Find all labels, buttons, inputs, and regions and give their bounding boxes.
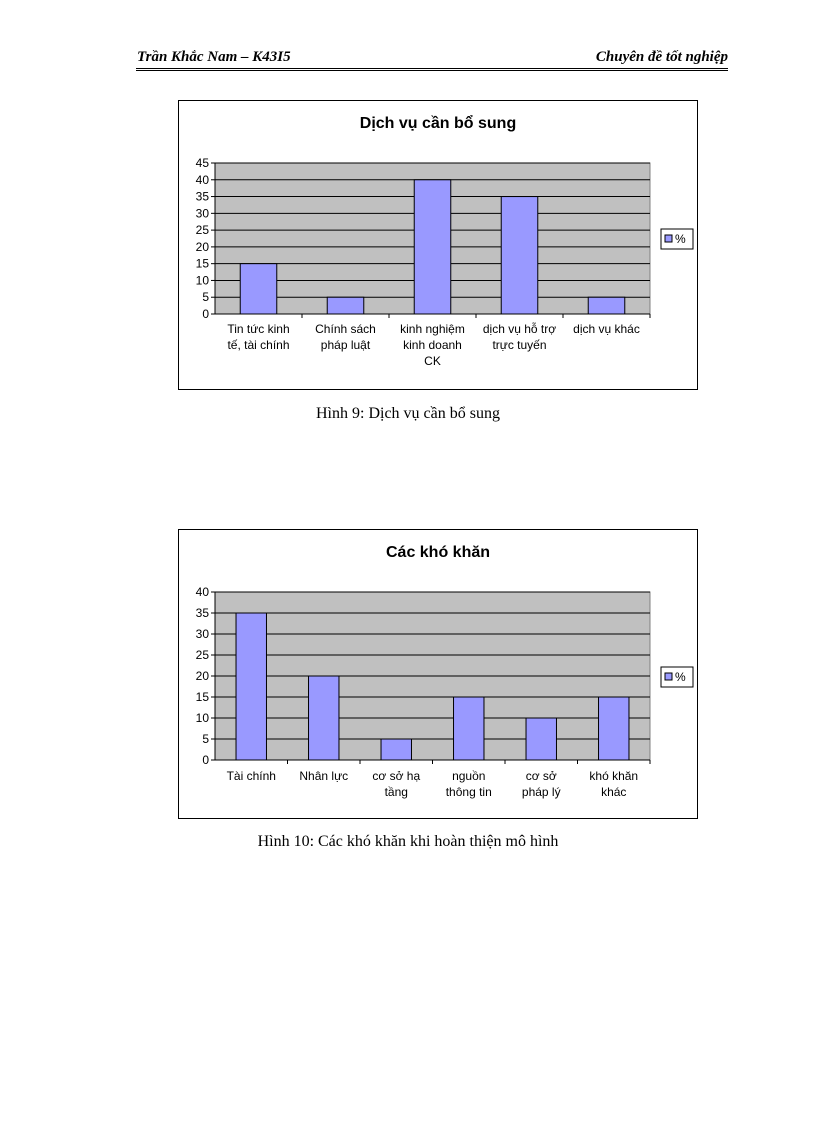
header-author: Trần Khắc Nam – K43I5 [137, 49, 291, 65]
chart-services-needed: Dịch vụ cần bổ sung 0 5 10 15 20 25 30 35 40 45 Tin… [178, 100, 698, 390]
chart0-bar-1 [326, 296, 365, 315]
chart1-legend-label: % [675, 670, 686, 684]
chart0-category-label-3: dịch vụ hỗ trợ trực tuyến [483, 321, 556, 352]
chart1-y-tick-label: 40 [196, 585, 210, 599]
chart0-title: Dịch vụ cần bổ sung [360, 114, 516, 132]
chart1-category-label-5: khó khăn khác [589, 769, 638, 799]
chart0-legend-swatch [664, 234, 673, 243]
chart1-category-label-3: nguồn thông tin [446, 769, 492, 799]
chart0-y-tick-label: 10 [196, 273, 210, 287]
chart0-y-tick-label: 0 [202, 307, 209, 321]
chart1-category-label-4: cơ sở pháp lý [522, 769, 561, 799]
caption-figure-10: Hình 10: Các khó khăn khi hoàn thiện mô … [257, 833, 559, 850]
chart0-bar-0 [239, 263, 278, 315]
chart0-y-tick-label: 25 [196, 223, 210, 237]
chart0-legend-label: % [675, 232, 686, 246]
chart1-category-label-2: cơ sở hạ tầng [372, 769, 420, 799]
chart1-bar-5 [598, 696, 630, 761]
chart0-bar-4 [587, 296, 626, 315]
chart-difficulties: Các khó khăn 0 5 10 15 20 25 30 35 40 Tài chính Nhâ… [178, 529, 698, 819]
chart0-legend: % [660, 228, 694, 250]
chart0-y-tick-label: 15 [196, 257, 210, 271]
chart1-y-tick-label: 30 [196, 627, 210, 641]
chart1-legend-swatch [664, 672, 673, 681]
chart1-title: Các khó khăn [386, 544, 490, 561]
chart-difficulties-svg: Các khó khăn 0 5 10 15 20 25 30 35 40 Tài chính Nhâ… [196, 544, 694, 799]
chart1-category-label-0: Tài chính [227, 769, 276, 783]
chart0-y-tick-label: 45 [196, 156, 210, 170]
chart0-y-tick-label: 5 [202, 290, 209, 304]
chart1-y-tick-label: 10 [196, 711, 210, 725]
chart0-legend-box [660, 228, 694, 250]
chart0-y-tick-label: 40 [196, 173, 210, 187]
chart1-y-tick-label: 35 [196, 606, 210, 620]
chart0-y-tick-label: 20 [196, 240, 210, 254]
chart1-y-tick-label: 25 [196, 648, 210, 662]
chart1-bar-0 [235, 612, 267, 761]
chart1-y-tick-label: 15 [196, 690, 210, 704]
chart0-category-label-2: kinh nghiệm kinh doanh CK [400, 322, 465, 368]
chart0-category-label-4: dịch vụ khác [573, 322, 640, 336]
chart1-legend-box [660, 666, 694, 688]
chart0-y-tick-label: 35 [196, 190, 210, 204]
chart1-bar-2 [380, 738, 412, 761]
chart1-bar-1 [308, 675, 340, 761]
chart1-legend: % [660, 666, 694, 688]
chart1-bar-3 [453, 696, 485, 761]
chart1-y-tick-label: 0 [202, 753, 209, 767]
chart-services-needed-svg: Dịch vụ cần bổ sung 0 5 10 15 20 25 30 35 40 45 Tin… [196, 114, 694, 368]
chart1-bar-4 [525, 717, 557, 761]
chart0-bar-2 [413, 179, 452, 315]
chart0-category-label-0: Tin tức kinh tế, tài chính [227, 322, 289, 352]
chart1-y-tick-label: 5 [202, 732, 209, 746]
header-rule [136, 68, 728, 71]
chart0-bar-3 [500, 196, 539, 315]
chart0-y-tick-label: 30 [196, 206, 210, 220]
header-title: Chuyên đề tốt nghiệp [595, 49, 728, 65]
caption-figure-9: Hình 9: Dịch vụ cần bổ sung [316, 405, 500, 422]
chart1-category-label-1: Nhân lực [299, 769, 348, 783]
chart1-y-tick-label: 20 [196, 669, 210, 683]
chart0-category-label-1: Chính sách pháp luật [315, 322, 376, 352]
